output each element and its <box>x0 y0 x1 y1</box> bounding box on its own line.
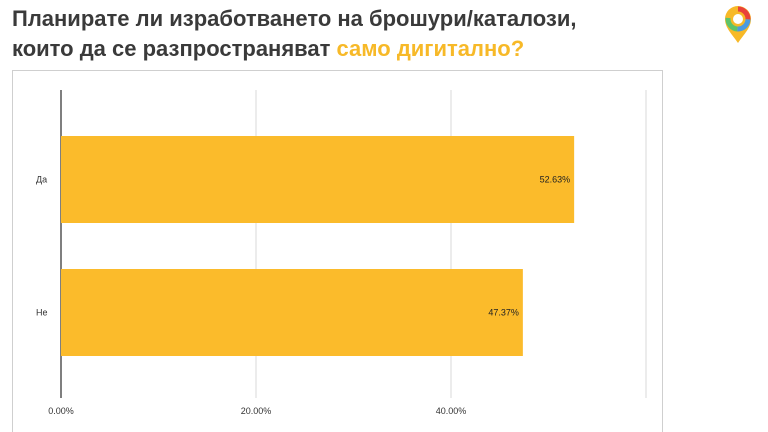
title-line-1: Планирате ли изработването на брошури/ка… <box>12 6 577 31</box>
bar <box>61 269 523 356</box>
map-pin-logo-icon <box>725 6 751 43</box>
chart-title: Планирате ли изработването на брошури/ка… <box>12 4 692 64</box>
category-label: Не <box>36 308 48 318</box>
data-label: 47.37% <box>488 308 519 318</box>
chart-frame <box>12 70 663 432</box>
title-line-2: които да се разпространяват <box>12 36 337 61</box>
category-label: Да <box>36 175 47 185</box>
data-label: 52.63% <box>540 175 571 185</box>
x-tick-label: 0.00% <box>48 406 74 416</box>
x-tick-label: 20.00% <box>241 406 272 416</box>
x-tick-label: 40.00% <box>436 406 467 416</box>
bar <box>61 136 575 223</box>
title-accent: само дигитално? <box>336 36 525 61</box>
